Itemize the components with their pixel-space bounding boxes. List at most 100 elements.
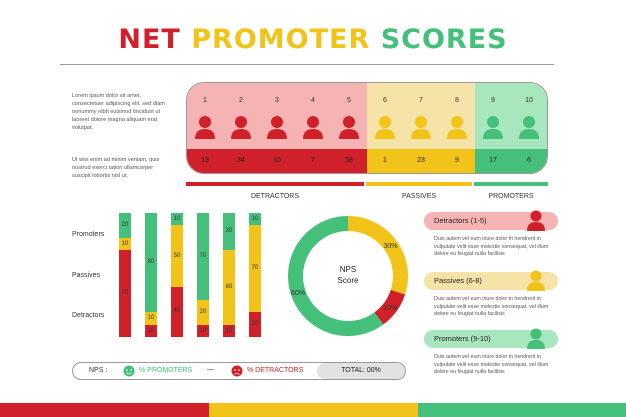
person-icon [195, 116, 215, 139]
rating-scale: 1 13 2 34 3 10 4 7 5 58 6 1 7 23 8 9 9 17 10 6 [186, 82, 548, 174]
donut-center-line2: Score [337, 276, 359, 285]
scale-number-10: 10 [525, 97, 533, 104]
donut-slice-label-2: 10% [383, 305, 397, 312]
title-part-promoter: PROMOTER [191, 24, 371, 55]
row-label-promoters: Promoters [72, 231, 105, 238]
detractor-person-icon [527, 210, 545, 231]
column-segment-passives: 10 [145, 312, 157, 325]
person-icon [447, 116, 467, 139]
card-passives: Passives (6-8) [424, 270, 558, 291]
scale-count-5: 58 [345, 157, 353, 164]
legend-minus: — [207, 366, 214, 373]
legend-nps-label: NPS : [89, 367, 108, 374]
intro-paragraph-2: Ut wisi enim ad minim veniam, quis nostr… [72, 157, 160, 179]
donut-slice-2 [374, 289, 406, 325]
person-icon [303, 116, 323, 139]
scale-promoter-count-band [475, 149, 547, 173]
title-part-net: NET [118, 24, 181, 55]
promoters-bar [474, 182, 548, 186]
scale-number-6: 6 [383, 97, 387, 104]
scale-number-3: 3 [275, 97, 279, 104]
person-icon [339, 116, 359, 139]
column-segment-passives: 70 [249, 225, 261, 313]
scale-count-10: 6 [527, 157, 531, 164]
smile-icon [123, 365, 135, 377]
card-promoters-text: Duis autem vel eum iriure dolor in hendr… [434, 354, 549, 375]
column-segment-promoters: 10 [249, 213, 261, 226]
legend-promoters: % PROMOTERS [139, 367, 193, 374]
scale-detractor-count-band [187, 149, 367, 173]
person-icon [375, 116, 395, 139]
card-passives-title: Passives (6-8) [434, 276, 482, 285]
scale-number-8: 8 [455, 97, 459, 104]
scale-passive-count-band [367, 149, 475, 173]
scale-number-1: 1 [203, 97, 207, 104]
nps-donut-chart: 30% 10% 60% [288, 216, 408, 336]
nps-legend: NPS : % PROMOTERS — % DETRACTORS TOTAL: … [72, 362, 406, 380]
column-segment-promoters: 80 [145, 213, 157, 313]
column-segment-promoters: 10 [171, 213, 183, 226]
passive-person-icon [527, 270, 545, 291]
stacked-column-6: 10 70 20 [249, 213, 261, 337]
bottom-stripe-green [418, 403, 626, 417]
title-part-scores: SCORES [380, 24, 508, 55]
scale-count-9: 17 [489, 157, 497, 164]
scale-number-7: 7 [419, 97, 423, 104]
intro-paragraph-1: Lorem ipsum dolor sit amet, consectetuer… [72, 93, 165, 131]
legend-total: TOTAL: 00% [317, 363, 405, 379]
person-icon [231, 116, 251, 139]
scale-count-6: 1 [383, 157, 387, 164]
donut-slice-1 [348, 216, 408, 295]
passives-bar [366, 182, 472, 186]
scale-count-1: 13 [201, 157, 209, 164]
stacked-column-3: 10 50 40 [171, 213, 183, 337]
promoter-person-icon [527, 328, 545, 349]
stacked-column-2: 80 10 10 [145, 213, 157, 337]
column-segment-detractors: 10 [145, 324, 157, 337]
scale-number-5: 5 [347, 97, 351, 104]
person-icon [267, 116, 287, 139]
column-segment-detractors: 10 [223, 324, 235, 337]
promoters-label: PROMOTERS [488, 193, 534, 200]
column-segment-passives: 20 [197, 299, 209, 325]
scale-count-4: 7 [311, 157, 315, 164]
scale-number-2: 2 [239, 97, 243, 104]
row-label-passives: Passives [72, 272, 101, 279]
row-label-detractors: Detractors [72, 312, 105, 319]
person-icon [519, 116, 539, 139]
column-segment-detractors: 20 [249, 312, 261, 337]
card-detractors-title: Detractors (1-5) [434, 216, 487, 225]
donut-center-line1: NPS [339, 265, 357, 274]
scale-count-8: 9 [455, 157, 459, 164]
column-segment-detractors: 40 [171, 287, 183, 337]
donut-center-label: NPS Score [318, 264, 378, 286]
legend-detractors: % DETRACTORS [247, 367, 304, 374]
column-segment-promoters: 20 [119, 213, 131, 238]
scale-number-9: 9 [491, 97, 495, 104]
scale-count-3: 10 [273, 157, 281, 164]
column-segment-promoters: 70 [197, 213, 209, 300]
page-title: NET PROMOTER SCORES [0, 24, 626, 55]
column-segment-detractors: 10 [197, 324, 209, 337]
column-segment-detractors: 70 [119, 250, 131, 337]
scale-count-2: 34 [237, 157, 245, 164]
card-promoters: Promoters (9-10) [424, 328, 558, 349]
donut-slice-label-1: 30% [383, 243, 397, 250]
scale-number-4: 4 [311, 97, 315, 104]
person-icon [411, 116, 431, 139]
stacked-column-1: 20 10 70 [119, 213, 131, 337]
bottom-stripe-yellow [209, 403, 418, 417]
card-detractors: Detractors (1-5) [424, 210, 558, 231]
scale-count-7: 23 [417, 157, 425, 164]
passives-label: PASSIVES [401, 193, 437, 200]
column-segment-passives: 50 [171, 225, 183, 288]
donut-slice-3 [288, 216, 384, 336]
column-segment-passives: 10 [119, 237, 131, 251]
stacked-column-5: 30 60 10 [223, 213, 235, 337]
card-passives-text: Duis autem vel eum iriure dolor in hendr… [434, 296, 549, 317]
detractors-label: DETRACTORS [250, 193, 300, 200]
donut-slice-label-3: 60% [291, 290, 305, 297]
detractors-bar [186, 182, 364, 186]
bottom-stripe-red [0, 403, 209, 417]
card-promoters-title: Promoters (9-10) [434, 334, 491, 343]
